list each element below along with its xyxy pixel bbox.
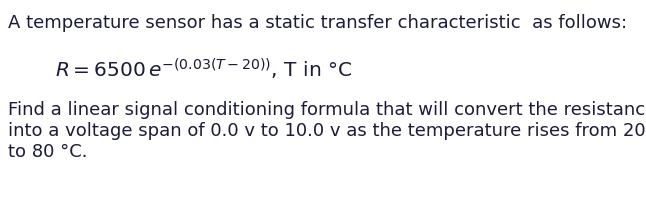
- Text: into a voltage span of 0.0 v to 10.0 v as the temperature rises from 20 °C: into a voltage span of 0.0 v to 10.0 v a…: [8, 122, 646, 140]
- Text: $R=6500\,e^{-(0.03(T-20))}$, T in °C: $R=6500\,e^{-(0.03(T-20))}$, T in °C: [55, 57, 352, 82]
- Text: Find a linear signal conditioning formula that will convert the resistance: Find a linear signal conditioning formul…: [8, 101, 646, 119]
- Text: A temperature sensor has a static transfer characteristic  as follows:: A temperature sensor has a static transf…: [8, 14, 627, 32]
- Text: to 80 °C.: to 80 °C.: [8, 143, 87, 161]
